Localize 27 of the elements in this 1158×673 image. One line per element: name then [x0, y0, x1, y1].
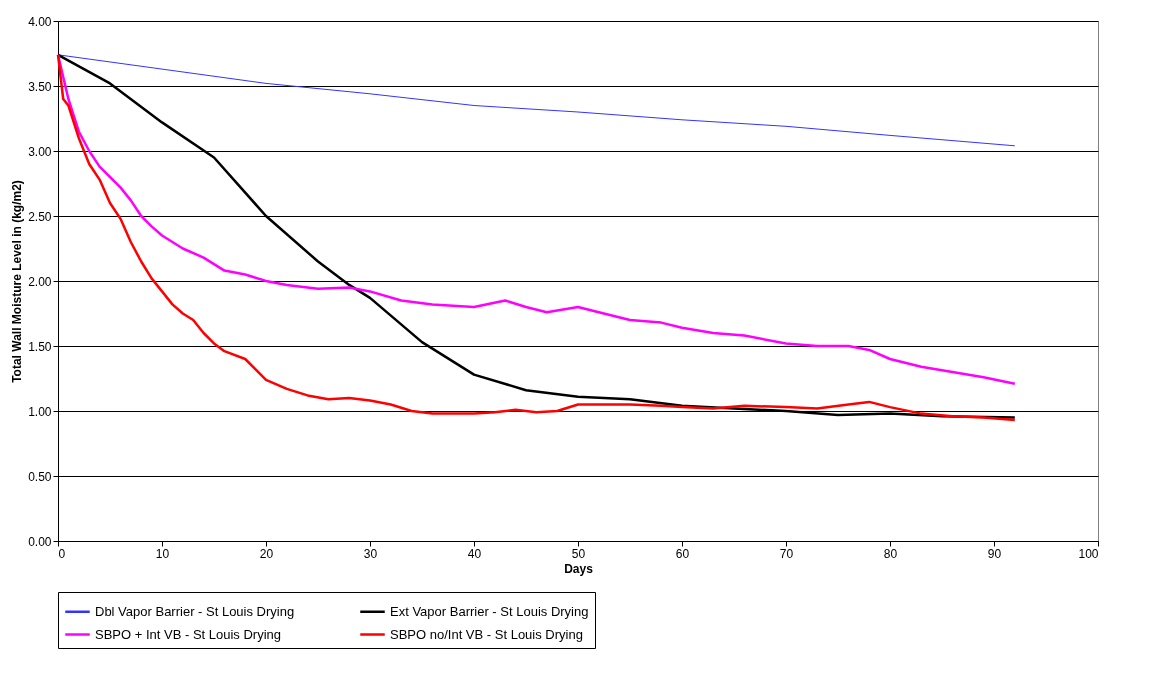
- x-axis-title: Days: [564, 561, 594, 576]
- y-axis-title: Total Wall Moisture Level in (kg/m2): [10, 180, 25, 383]
- legend-label: SBPO + Int VB - St Louis Drying: [95, 626, 282, 642]
- y-tick-label: 4.00: [28, 14, 52, 29]
- x-tick-label: 10: [155, 546, 170, 561]
- line-series: [57, 54, 1016, 147]
- legend-label: SBPO no/Int VB - St Louis Drying: [390, 626, 583, 642]
- y-tick-label: 2.00: [28, 274, 52, 289]
- x-tick-label: 70: [779, 546, 794, 561]
- x-tick-label: 40: [467, 546, 482, 561]
- x-tick-label: 90: [987, 546, 1002, 561]
- x-tick-label: 100: [1078, 546, 1099, 561]
- y-tick-label: 0.50: [28, 469, 52, 484]
- x-tick-label: 50: [571, 546, 586, 561]
- x-tick-label: 20: [259, 546, 274, 561]
- legend-label: Ext Vapor Barrier - St Louis Drying: [390, 603, 589, 619]
- y-tick-label: 1.00: [28, 404, 52, 419]
- y-tick-label: 3.50: [28, 79, 52, 94]
- y-tick-label: 2.50: [28, 209, 52, 224]
- x-tick-label: 0: [58, 546, 66, 561]
- y-tick-label: 0.00: [28, 534, 52, 549]
- x-tick-label: 80: [883, 546, 898, 561]
- legend-label: Dbl Vapor Barrier - St Louis Drying: [95, 603, 295, 619]
- y-tick-label: 1.50: [28, 339, 52, 354]
- x-tick-label: 60: [675, 546, 690, 561]
- x-tick-label: 30: [363, 546, 378, 561]
- y-tick-label: 3.00: [28, 144, 52, 159]
